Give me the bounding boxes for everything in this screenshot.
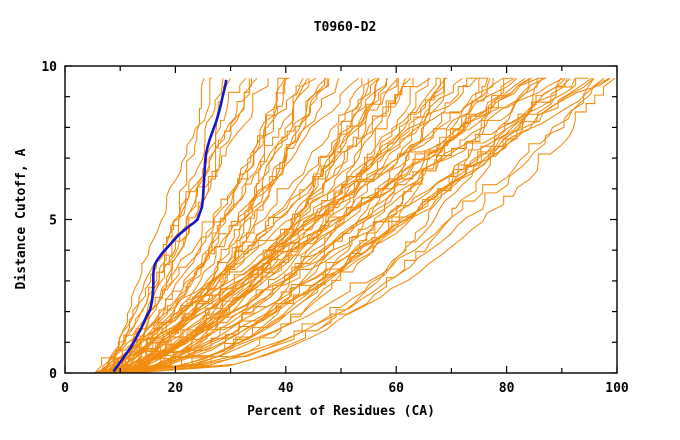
y-axis-label: Distance Cutoff, A — [14, 148, 29, 289]
background-curve — [125, 78, 326, 374]
background-curve — [127, 78, 399, 374]
background-curve — [96, 77, 518, 374]
background-curve — [101, 78, 494, 374]
axis-tick-labels-group: 0 20 40 60 80 100 0 5 10 — [41, 60, 629, 396]
background-curve — [104, 77, 414, 374]
background-curve — [109, 78, 530, 374]
background-curve — [118, 77, 595, 374]
background-curve — [98, 77, 616, 374]
background-curve — [95, 77, 571, 374]
y-tick-label: 5 — [49, 214, 57, 229]
x-axis-label: Percent of Residues (CA) — [247, 404, 435, 419]
background-curve — [128, 78, 576, 374]
x-tick-label: 40 — [278, 381, 294, 396]
background-curve — [133, 77, 515, 374]
x-tick-label: 80 — [499, 381, 515, 396]
highlighted-curve — [112, 79, 228, 373]
background-curve — [94, 78, 330, 374]
background-curve — [111, 77, 376, 374]
x-tick-label: 100 — [605, 381, 629, 396]
background-curve — [128, 78, 441, 374]
background-curve — [112, 77, 213, 374]
background-curve — [133, 77, 592, 374]
background-curve — [97, 77, 258, 374]
y-tick-label: 0 — [49, 367, 57, 382]
background-curve — [133, 78, 491, 374]
x-tick-label: 20 — [168, 381, 184, 396]
background-curve — [94, 77, 526, 374]
background-curve — [115, 78, 568, 374]
background-curve — [94, 78, 380, 374]
background-curve — [127, 77, 447, 374]
background-curve — [97, 78, 340, 374]
background-curve — [95, 77, 605, 374]
background-curve — [106, 77, 611, 374]
axis-ticks-group — [64, 65, 618, 374]
background-curve — [100, 77, 564, 374]
background-curve — [131, 78, 398, 374]
background-curve — [118, 77, 489, 374]
chart-title: T0960-D2 — [314, 20, 377, 35]
background-curve — [121, 77, 547, 374]
y-tick-label: 10 — [41, 60, 57, 75]
background-curve — [130, 77, 610, 374]
x-tick-label: 60 — [388, 381, 404, 396]
background-curve — [102, 78, 269, 374]
highlighted-series-group — [112, 79, 228, 373]
background-curve — [130, 77, 513, 374]
background-curve — [124, 78, 562, 374]
background-curve — [113, 77, 539, 374]
background-curve — [105, 78, 287, 374]
background-curve — [111, 78, 406, 374]
x-tick-label: 0 — [61, 381, 69, 396]
background-series-group — [94, 77, 616, 374]
background-curve — [105, 77, 286, 374]
background-curve — [111, 77, 595, 374]
